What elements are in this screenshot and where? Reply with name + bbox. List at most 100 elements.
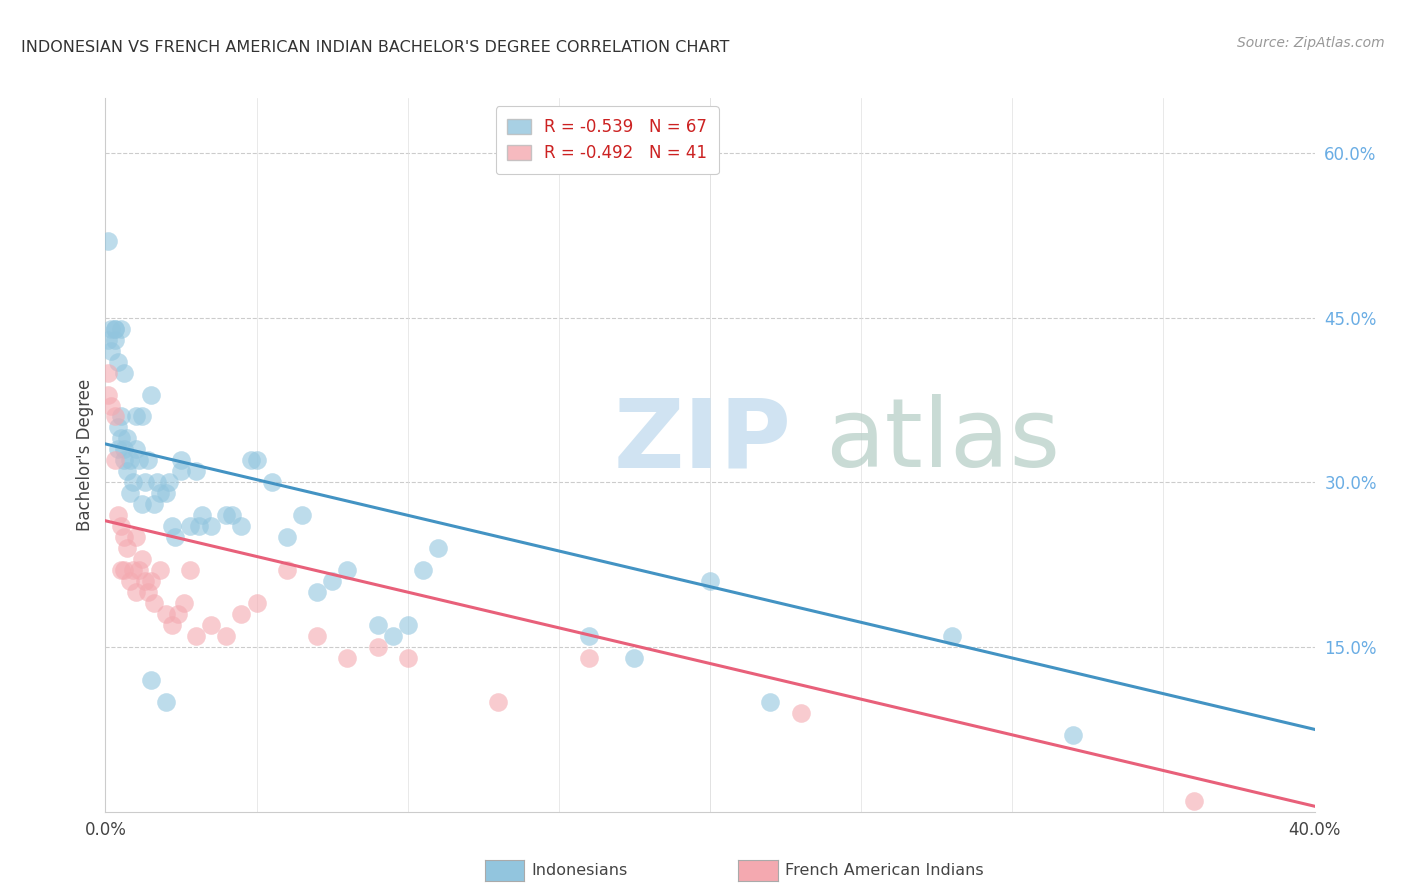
Text: ZIP: ZIP (613, 394, 792, 487)
Point (118, 486, 141, 500)
Point (125, 530, 148, 544)
Point (336, 563, 359, 577)
Point (107, 354, 129, 368)
Point (112, 530, 135, 544)
Point (366, 618, 388, 632)
Point (578, 651, 600, 665)
Point (276, 530, 298, 544)
Y-axis label: Bachelor's Degree: Bachelor's Degree (76, 379, 94, 531)
Point (149, 486, 172, 500)
Point (121, 475, 143, 490)
Point (128, 453, 150, 467)
Text: Source: ZipAtlas.com: Source: ZipAtlas.com (1237, 36, 1385, 50)
Point (112, 366, 135, 380)
Point (103, 453, 125, 467)
Point (103, 409, 125, 424)
Point (139, 574, 162, 589)
Point (110, 563, 132, 577)
Point (107, 508, 129, 523)
Point (97, 234, 120, 248)
Point (231, 519, 253, 533)
Point (103, 321, 125, 335)
Point (155, 607, 177, 621)
Point (160, 519, 183, 533)
Point (215, 629, 238, 643)
Point (412, 563, 434, 577)
Point (239, 453, 262, 467)
Legend: R = -0.539   N = 67, R = -0.492   N = 41: R = -0.539 N = 67, R = -0.492 N = 41 (496, 106, 718, 174)
Point (179, 563, 201, 577)
Point (221, 508, 243, 523)
Point (110, 321, 132, 335)
Point (759, 695, 782, 709)
Point (112, 453, 135, 467)
Text: French American Indians: French American Indians (785, 863, 983, 878)
Point (623, 651, 645, 665)
Point (396, 618, 419, 632)
Point (790, 706, 813, 720)
Point (246, 596, 269, 610)
Point (215, 508, 238, 523)
Point (115, 432, 138, 446)
Point (131, 409, 153, 424)
Point (1062, 728, 1084, 742)
Point (118, 453, 141, 467)
Point (578, 629, 600, 643)
Point (231, 607, 253, 621)
Point (260, 475, 283, 490)
Point (200, 618, 222, 632)
Point (167, 607, 190, 621)
Point (699, 574, 721, 589)
Point (188, 519, 211, 533)
Point (366, 640, 388, 654)
Point (125, 585, 148, 599)
Point (307, 585, 329, 599)
Point (110, 409, 132, 424)
Point (110, 432, 132, 446)
Point (121, 563, 143, 577)
Point (97, 366, 120, 380)
Point (131, 552, 153, 566)
Point (321, 574, 343, 589)
Point (134, 475, 156, 490)
Point (97, 387, 120, 401)
Point (146, 475, 169, 490)
Point (396, 651, 419, 665)
Point (160, 618, 183, 632)
Point (941, 629, 963, 643)
Point (307, 629, 329, 643)
Point (107, 442, 129, 457)
Point (336, 651, 359, 665)
Point (142, 497, 165, 511)
Point (157, 475, 180, 490)
Point (110, 519, 132, 533)
Point (97, 333, 120, 347)
Point (112, 442, 135, 457)
Point (100, 399, 122, 413)
Point (142, 596, 165, 610)
Point (136, 585, 159, 599)
Point (155, 695, 177, 709)
Point (131, 497, 153, 511)
Point (200, 519, 222, 533)
Text: Indonesians: Indonesians (531, 863, 627, 878)
Point (155, 486, 177, 500)
Point (112, 563, 135, 577)
Point (163, 530, 186, 544)
Point (179, 519, 201, 533)
Point (136, 453, 159, 467)
Point (125, 442, 148, 457)
Point (246, 453, 269, 467)
Point (128, 563, 150, 577)
Point (173, 596, 195, 610)
Point (115, 541, 138, 556)
Point (276, 563, 298, 577)
Point (100, 321, 122, 335)
Point (107, 420, 129, 434)
Point (381, 629, 404, 643)
Point (191, 508, 214, 523)
Point (139, 387, 162, 401)
Point (149, 563, 172, 577)
Point (170, 453, 193, 467)
Point (115, 464, 138, 478)
